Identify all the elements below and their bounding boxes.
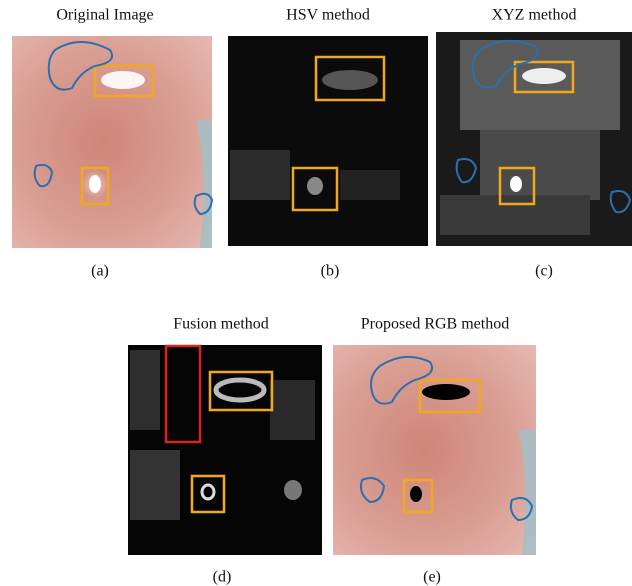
figure: Original Image (a) HSV method (b) XYZ me… [0, 0, 632, 586]
image [228, 36, 428, 246]
panel-b: HSV method (b) [228, 7, 428, 280]
panel-title: Proposed RGB method [361, 316, 509, 333]
panel-a: Original Image (a) [12, 7, 212, 280]
panel-caption: (c) [535, 263, 553, 280]
panel-title: Fusion method [173, 316, 269, 333]
panel-title: Original Image [56, 7, 153, 24]
image [12, 36, 212, 248]
image [333, 345, 536, 555]
panel-title: XYZ method [492, 7, 577, 24]
panel-caption: (b) [321, 263, 340, 280]
panel-c: XYZ method (c) [436, 7, 632, 280]
panel-caption: (a) [91, 263, 109, 280]
panel-caption: (e) [423, 569, 441, 586]
panel-e: Proposed RGB method (e) [333, 316, 536, 586]
panel-d: Fusion method (d) [128, 316, 322, 586]
panel-title: HSV method [286, 7, 370, 24]
panel-caption: (d) [213, 569, 232, 586]
